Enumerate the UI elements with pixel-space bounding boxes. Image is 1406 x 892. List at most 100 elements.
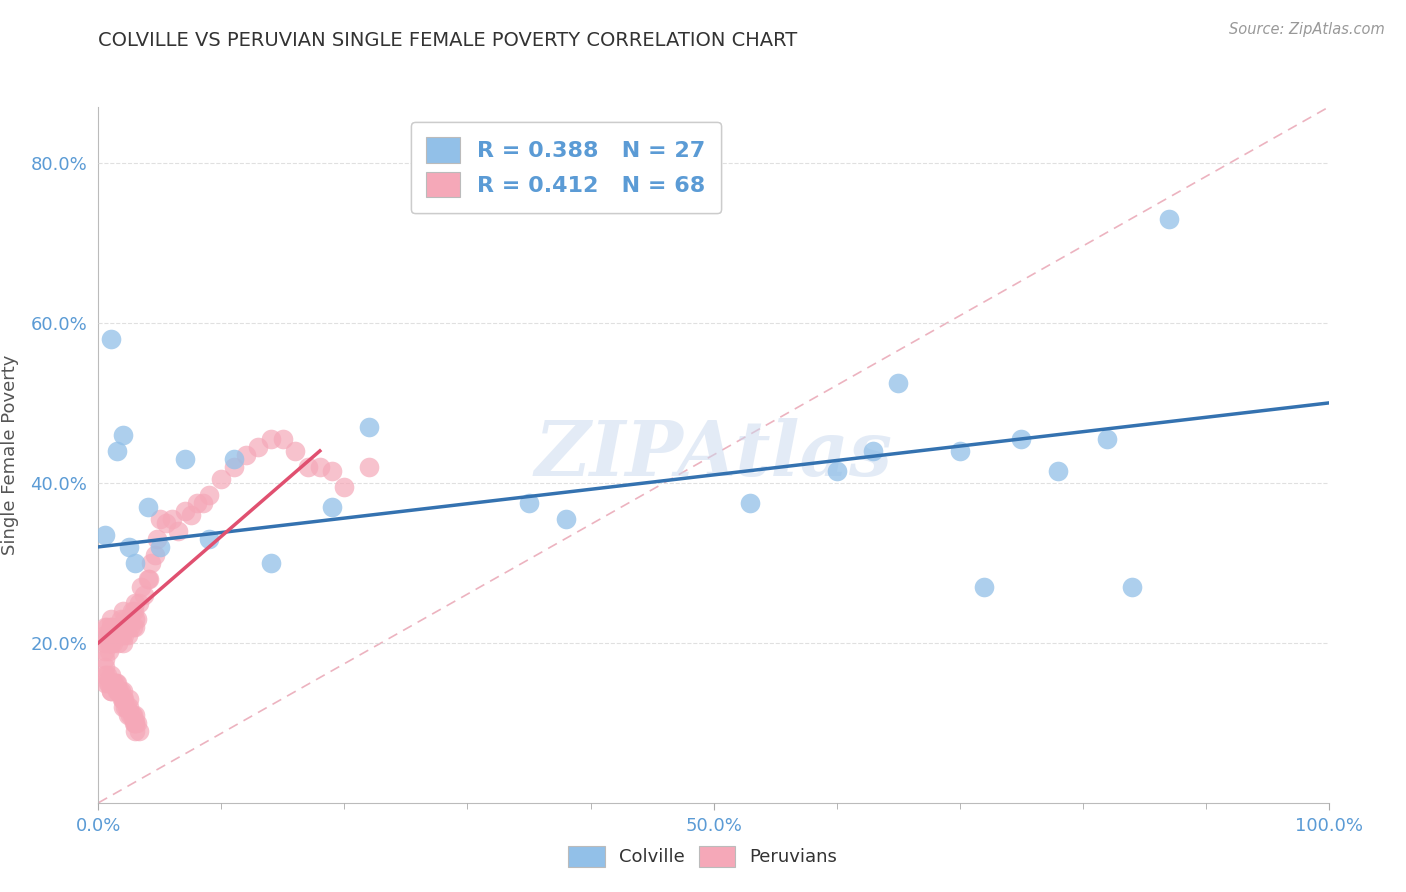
Point (105, 683, 128, 698)
Point (321, 500, 343, 514)
Point (93, 668, 115, 682)
Point (825, 464, 848, 478)
Point (96, 620, 118, 634)
Point (107, 636, 129, 650)
Point (108, 683, 131, 698)
Point (125, 715, 148, 730)
Point (149, 512, 172, 526)
Point (198, 532, 221, 546)
Point (1157, 212, 1180, 227)
Point (100, 620, 122, 634)
Point (122, 707, 145, 722)
Point (173, 504, 195, 518)
Point (740, 496, 762, 510)
Point (105, 620, 128, 634)
Point (973, 580, 995, 594)
Y-axis label: Single Female Poverty: Single Female Poverty (1, 355, 20, 555)
Point (517, 496, 540, 510)
Point (112, 628, 135, 642)
Point (112, 699, 135, 714)
Point (124, 723, 146, 738)
Point (862, 444, 884, 458)
Point (1010, 432, 1032, 446)
Point (110, 683, 132, 698)
Point (155, 516, 177, 530)
Point (103, 676, 125, 690)
Point (93, 528, 115, 542)
Point (103, 676, 125, 690)
Point (260, 556, 283, 570)
Point (136, 572, 159, 586)
Point (167, 524, 190, 538)
Point (128, 723, 150, 738)
Point (271, 432, 294, 446)
Point (100, 612, 122, 626)
Point (112, 604, 135, 618)
Point (143, 548, 166, 562)
Point (118, 612, 141, 626)
Point (235, 448, 257, 462)
Point (191, 496, 214, 510)
Point (93, 652, 115, 666)
Point (110, 612, 132, 626)
Point (1097, 432, 1119, 446)
Point (124, 596, 146, 610)
Point (359, 420, 381, 434)
Point (115, 699, 138, 714)
Point (97, 628, 120, 642)
Point (100, 668, 122, 682)
Point (222, 451, 245, 466)
Point (120, 620, 142, 634)
Point (222, 459, 245, 474)
Point (949, 444, 972, 458)
Point (112, 691, 135, 706)
Point (112, 691, 135, 706)
Point (112, 620, 135, 634)
Point (100, 332, 122, 346)
Point (100, 636, 122, 650)
Point (100, 620, 122, 634)
Point (198, 488, 221, 502)
Point (93, 620, 115, 634)
Point (93, 676, 115, 690)
Point (180, 508, 202, 522)
Point (118, 699, 141, 714)
Point (112, 683, 135, 698)
Point (186, 496, 208, 510)
Point (115, 620, 138, 634)
Point (103, 636, 125, 650)
Point (111, 628, 134, 642)
Point (333, 480, 356, 494)
Point (1121, 580, 1143, 594)
Point (107, 683, 129, 698)
Point (100, 676, 122, 690)
Point (93, 644, 115, 658)
Point (247, 440, 270, 454)
Point (1046, 464, 1070, 478)
Point (122, 604, 145, 618)
Point (104, 676, 127, 690)
Point (260, 432, 283, 446)
Point (111, 691, 134, 706)
Point (138, 572, 160, 586)
Point (93, 660, 115, 674)
Point (117, 707, 139, 722)
Point (114, 699, 136, 714)
Point (98, 644, 121, 658)
Point (128, 596, 150, 610)
Point (108, 620, 131, 634)
Point (100, 683, 122, 698)
Point (96, 668, 118, 682)
Point (297, 459, 319, 474)
Text: Source: ZipAtlas.com: Source: ZipAtlas.com (1229, 22, 1385, 37)
Point (124, 612, 146, 626)
Point (112, 428, 135, 442)
Point (118, 691, 141, 706)
Point (118, 540, 141, 554)
Point (554, 512, 576, 526)
Legend: Colville, Peruvians: Colville, Peruvians (561, 838, 845, 874)
Point (132, 588, 155, 602)
Point (124, 620, 146, 634)
Point (309, 459, 332, 474)
Point (321, 464, 343, 478)
